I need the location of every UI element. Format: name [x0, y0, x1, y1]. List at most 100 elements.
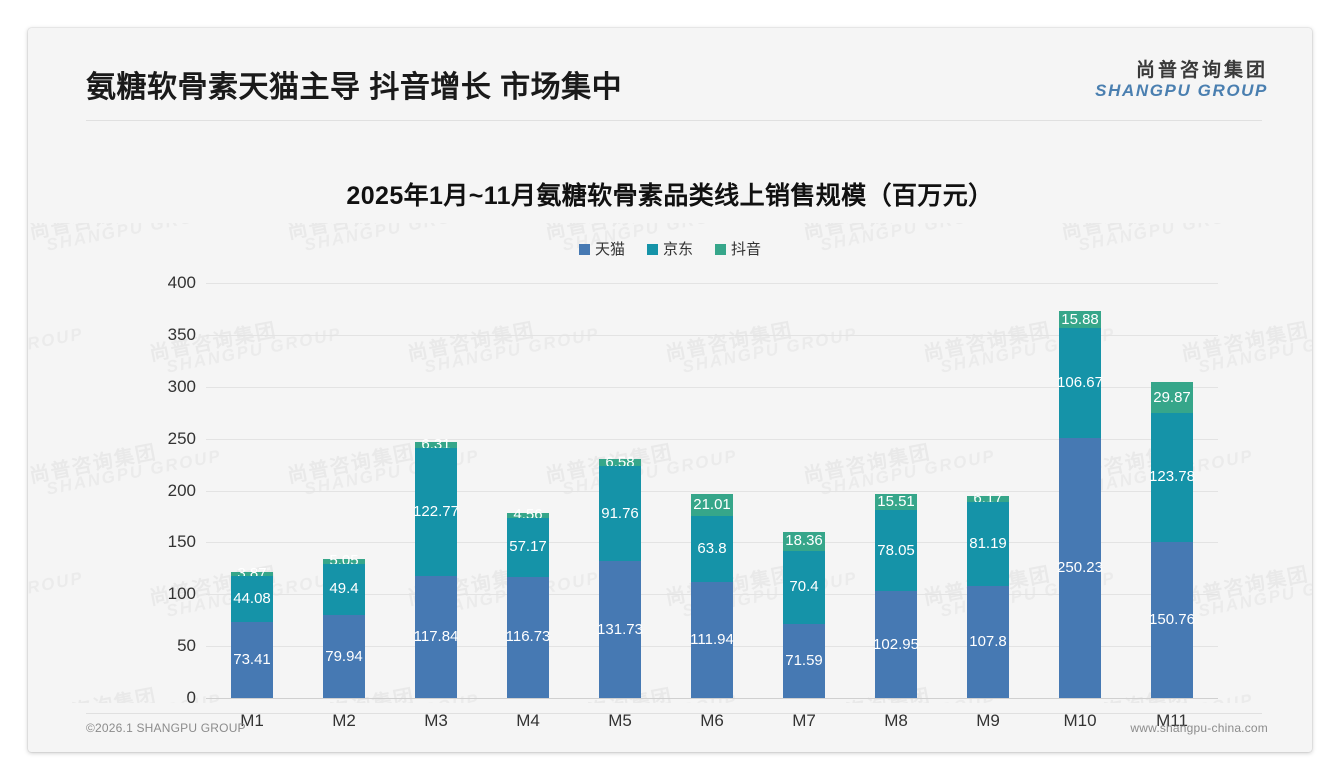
bar-segment-天猫[interactable]: 150.76 [1149, 541, 1195, 698]
stacked-bar[interactable]: 18.36 70.4 71.59 [783, 531, 825, 698]
bar-column[interactable]: 6.31 122.77 117.84 M3 [390, 283, 482, 730]
x-axis-tick-label: M10 [1063, 711, 1097, 730]
bar-value-label: 49.4 [329, 580, 359, 598]
legend-swatch-icon [578, 244, 590, 255]
legend-item-抖音[interactable]: 抖音 [715, 238, 761, 259]
header-divider [86, 120, 1262, 121]
bar-value-label: 102.95 [873, 635, 919, 653]
bar-segment-京东[interactable]: 63.8 [691, 515, 733, 582]
stacked-bar[interactable]: 4.56 57.17 116.73 [506, 506, 550, 698]
page-title: 氨糖软骨素天猫主导 抖音增长 市场集中 [86, 71, 623, 104]
slide-canvas: 氨糖软骨素天猫主导 抖音增长 市场集中 尚普咨询集团 SHANGPU GROUP… [28, 28, 1312, 752]
bar-segment-抖音[interactable]: 29.87 [1151, 382, 1193, 414]
bar-segment-抖音[interactable]: 18.36 [783, 531, 825, 551]
bar-column[interactable]: 21.01 63.8 111.94 M6 [666, 283, 758, 730]
bar-segment-天猫[interactable]: 73.41 [231, 621, 273, 698]
x-axis-tick-label: M2 [332, 711, 356, 730]
bar-column[interactable]: 15.51 78.05 102.95 M8 [850, 283, 942, 730]
bar-segment-抖音[interactable]: 15.51 [875, 493, 917, 511]
y-axis-tick-label: 200 [167, 480, 196, 500]
bar-segment-京东[interactable]: 49.4 [323, 563, 365, 616]
legend-label: 抖音 [731, 241, 762, 258]
chart-gridline [206, 438, 1218, 440]
bar-segment-抖音[interactable]: 6.58 [599, 454, 641, 471]
legend-item-天猫[interactable]: 天猫 [578, 238, 625, 259]
bar-segment-天猫[interactable]: 71.59 [783, 623, 825, 698]
bar-segment-天猫[interactable]: 117.84 [414, 575, 458, 698]
bar-segment-天猫[interactable]: 250.23 [1057, 438, 1103, 698]
bar-segment-抖音[interactable]: 15.88 [1059, 310, 1101, 328]
bar-segment-天猫[interactable]: 102.95 [873, 591, 919, 698]
bar-segment-天猫[interactable]: 111.94 [690, 581, 734, 698]
bar-segment-京东[interactable]: 57.17 [507, 517, 549, 577]
x-axis-tick-label: M5 [608, 711, 632, 730]
bar-column[interactable]: 29.87 123.78 150.76 M11 [1126, 283, 1218, 730]
bar-value-label: 78.05 [877, 541, 915, 559]
bar-segment-天猫[interactable]: 116.73 [506, 576, 550, 698]
stacked-bar[interactable]: 6.17 81.19 107.8 [967, 490, 1009, 698]
bar-segment-京东[interactable]: 70.4 [783, 550, 825, 624]
bar-value-label: 15.88 [1061, 310, 1099, 328]
bar-value-label: 123.78 [1149, 468, 1195, 486]
footer-website: www.shangpu-china.com [1130, 721, 1268, 735]
legend-swatch-icon [646, 244, 658, 255]
bar-segment-天猫[interactable]: 131.73 [597, 561, 643, 698]
x-axis-tick-label: M3 [424, 711, 448, 730]
bar-column[interactable]: 5.05 49.4 79.94 M2 [298, 283, 390, 730]
bar-value-label: 107.8 [969, 633, 1007, 651]
bar-segment-天猫[interactable]: 79.94 [323, 615, 365, 698]
stacked-bar[interactable]: 15.88 106.67 250.23 [1057, 310, 1103, 698]
bar-value-label: 111.94 [690, 630, 734, 648]
x-axis-tick-label: M8 [884, 711, 908, 730]
bar-segment-京东[interactable]: 91.76 [599, 466, 641, 562]
bar-value-label: 15.51 [877, 493, 915, 511]
stacked-bar[interactable]: 15.51 78.05 102.95 [873, 493, 919, 698]
bar-segment-京东[interactable]: 78.05 [875, 510, 917, 592]
bar-value-label: 106.67 [1057, 374, 1103, 392]
y-axis-tick-label: 300 [167, 376, 196, 396]
x-axis-tick-label: M4 [516, 711, 540, 730]
y-axis-tick-label: 250 [167, 428, 196, 448]
bar-value-label: 63.8 [697, 539, 727, 557]
bar-value-label: 79.94 [325, 647, 363, 665]
bar-column[interactable]: 6.17 81.19 107.8 M9 [942, 283, 1034, 730]
bar-value-label: 18.36 [785, 532, 823, 550]
bar-value-label: 44.08 [233, 589, 271, 607]
legend-item-京东[interactable]: 京东 [646, 238, 693, 259]
x-axis-tick-label: M1 [240, 711, 264, 730]
bar-segment-京东[interactable]: 122.77 [413, 448, 459, 576]
y-axis-tick-label: 100 [167, 584, 196, 604]
bar-column[interactable]: 3.87 44.08 73.41 M1 [206, 283, 298, 730]
stacked-bar[interactable]: 6.31 122.77 117.84 [413, 436, 459, 698]
bar-segment-京东[interactable]: 44.08 [231, 576, 273, 622]
bar-segment-抖音[interactable]: 21.01 [691, 493, 733, 516]
bar-value-label: 57.17 [509, 538, 547, 556]
x-axis-tick-label: M11 [1156, 711, 1188, 730]
stacked-bar[interactable]: 29.87 123.78 150.76 [1149, 382, 1195, 698]
bar-segment-京东[interactable]: 106.67 [1057, 327, 1103, 439]
chart-gridline [206, 490, 1218, 492]
watermark-text-cn: 尚普咨询集团 [28, 308, 82, 364]
bar-value-label: 81.19 [969, 535, 1007, 553]
bar-segment-京东[interactable]: 123.78 [1149, 413, 1195, 542]
watermark-text-cn: 尚普咨询集团 [28, 552, 82, 608]
stacked-bar[interactable]: 5.05 49.4 79.94 [323, 552, 365, 698]
stacked-bar[interactable]: 6.58 91.76 131.73 [597, 454, 643, 698]
bar-column[interactable]: 4.56 57.17 116.73 M4 [482, 283, 574, 730]
bar-segment-天猫[interactable]: 107.8 [967, 586, 1009, 698]
bar-column[interactable]: 6.58 91.76 131.73 M5 [574, 283, 666, 730]
bar-segment-京东[interactable]: 81.19 [967, 501, 1009, 587]
stacked-bar[interactable]: 21.01 63.8 111.94 [690, 493, 734, 698]
chart-legend: 天猫 京东 抖音 [28, 238, 1312, 259]
x-axis-tick-label: M7 [792, 711, 816, 730]
bar-column[interactable]: 15.88 106.67 250.23 M10 [1034, 283, 1126, 731]
y-axis-tick-label: 0 [186, 688, 196, 707]
bar-value-label: 70.4 [789, 578, 819, 596]
brand-logo-en: SHANGPU GROUP [1095, 80, 1268, 100]
stacked-bar[interactable]: 3.87 44.08 73.41 [231, 565, 273, 698]
bar-column[interactable]: 18.36 70.4 71.59 M7 [758, 283, 850, 730]
chart-gridline [206, 698, 1218, 699]
